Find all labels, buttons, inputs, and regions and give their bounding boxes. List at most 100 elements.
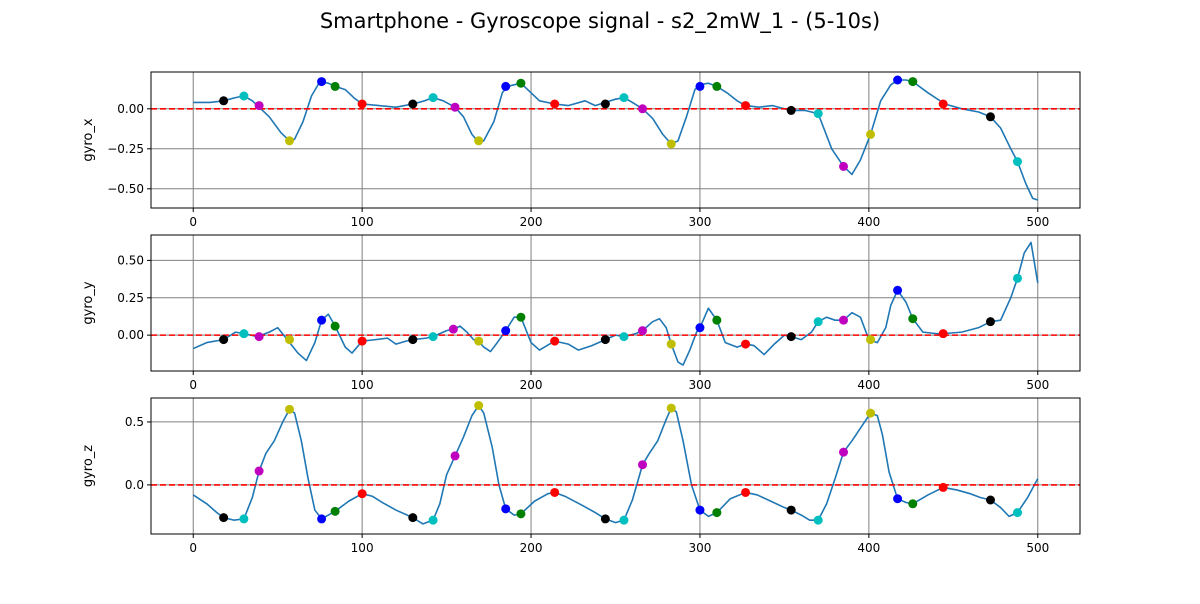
data-point [239, 514, 249, 524]
axes-frame [150, 71, 1081, 209]
data-point [285, 335, 295, 345]
series-line-gyro_z [192, 404, 1039, 525]
data-point [317, 514, 327, 524]
data-point [893, 285, 903, 295]
data-point [786, 505, 796, 515]
data-point [501, 504, 511, 514]
data-point [786, 105, 796, 115]
data-point [619, 332, 629, 342]
x-tick-label: 200 [520, 378, 543, 392]
data-point [839, 447, 849, 457]
data-point [408, 335, 418, 345]
data-point [638, 104, 648, 114]
subplot-gyro_y: 0 100 200 300 400 500 0.50 0.25 0.00 gyro_y [81, 234, 1081, 392]
data-point [330, 81, 340, 91]
data-point [448, 324, 458, 334]
data-point [839, 161, 849, 171]
y-tick-label: 0.00 [117, 102, 144, 116]
x-tick-label: 200 [520, 215, 543, 229]
y-axis-label: gyro_x [81, 118, 96, 161]
x-tick-label: 200 [520, 541, 543, 555]
data-point [666, 339, 676, 349]
data-point [239, 91, 249, 101]
data-point [450, 102, 460, 112]
data-point [908, 314, 918, 324]
data-point [516, 312, 526, 322]
data-point [1013, 157, 1023, 167]
data-point [357, 99, 367, 109]
x-tick-label: 300 [689, 541, 712, 555]
data-point [839, 315, 849, 325]
data-point [938, 99, 948, 109]
data-point [866, 335, 876, 345]
data-point [741, 339, 751, 349]
data-point [474, 136, 484, 146]
y-axis-label: gyro_y [81, 281, 96, 324]
data-point [695, 323, 705, 333]
series-line-gyro_y [192, 241, 1039, 366]
data-point [474, 401, 484, 411]
data-point [219, 335, 229, 345]
data-point [408, 99, 418, 109]
data-point [695, 81, 705, 91]
data-point [428, 332, 438, 342]
x-tick-label: 300 [689, 215, 712, 229]
data-point [254, 332, 264, 342]
data-point [908, 499, 918, 509]
data-point [893, 494, 903, 504]
data-point [938, 329, 948, 339]
x-tick-label: 300 [689, 378, 712, 392]
data-point [550, 336, 560, 346]
data-point [474, 336, 484, 346]
data-point [786, 332, 796, 342]
data-point [619, 515, 629, 525]
data-point [317, 315, 327, 325]
data-point [219, 513, 229, 523]
y-tick-label: 0.0 [125, 478, 144, 492]
data-point [712, 508, 722, 518]
data-point [985, 112, 995, 122]
series-line-gyro_x [193, 79, 1039, 201]
data-point [666, 403, 676, 413]
x-tick-label: 0 [189, 215, 197, 229]
subplot-gyro_x: 0 100 200 300 400 500 0.00 −0.25 −0.50 gyro_x [81, 71, 1081, 229]
data-point [813, 515, 823, 525]
data-point [741, 101, 751, 111]
data-point [330, 506, 340, 516]
data-point [985, 317, 995, 327]
data-point [712, 315, 722, 325]
axes-frame [150, 397, 1081, 535]
data-point [285, 404, 295, 414]
data-point [516, 78, 526, 88]
y-tick-label: −0.50 [107, 182, 144, 196]
data-point [741, 487, 751, 497]
axes-frame [150, 234, 1081, 372]
x-tick-label: 0 [189, 541, 197, 555]
data-point [317, 77, 327, 87]
data-point [695, 505, 705, 515]
y-axis-label: gyro_z [81, 445, 96, 487]
x-tick-label: 500 [1026, 541, 1049, 555]
data-point [239, 329, 249, 339]
data-point [938, 482, 948, 492]
x-tick-label: 400 [857, 541, 880, 555]
x-tick-label: 500 [1026, 215, 1049, 229]
data-point [638, 460, 648, 470]
data-point [550, 487, 560, 497]
data-point [866, 129, 876, 139]
x-tick-label: 400 [857, 215, 880, 229]
y-tick-label: 0.25 [117, 291, 144, 305]
data-point [600, 99, 610, 109]
x-tick-label: 400 [857, 378, 880, 392]
y-tick-label: 0.50 [117, 253, 144, 267]
x-tick-label: 100 [351, 541, 374, 555]
data-point [893, 75, 903, 85]
data-point [428, 515, 438, 525]
data-point [408, 513, 418, 523]
data-point [450, 451, 460, 461]
data-point [254, 101, 264, 111]
data-point [330, 321, 340, 331]
data-point [428, 93, 438, 103]
